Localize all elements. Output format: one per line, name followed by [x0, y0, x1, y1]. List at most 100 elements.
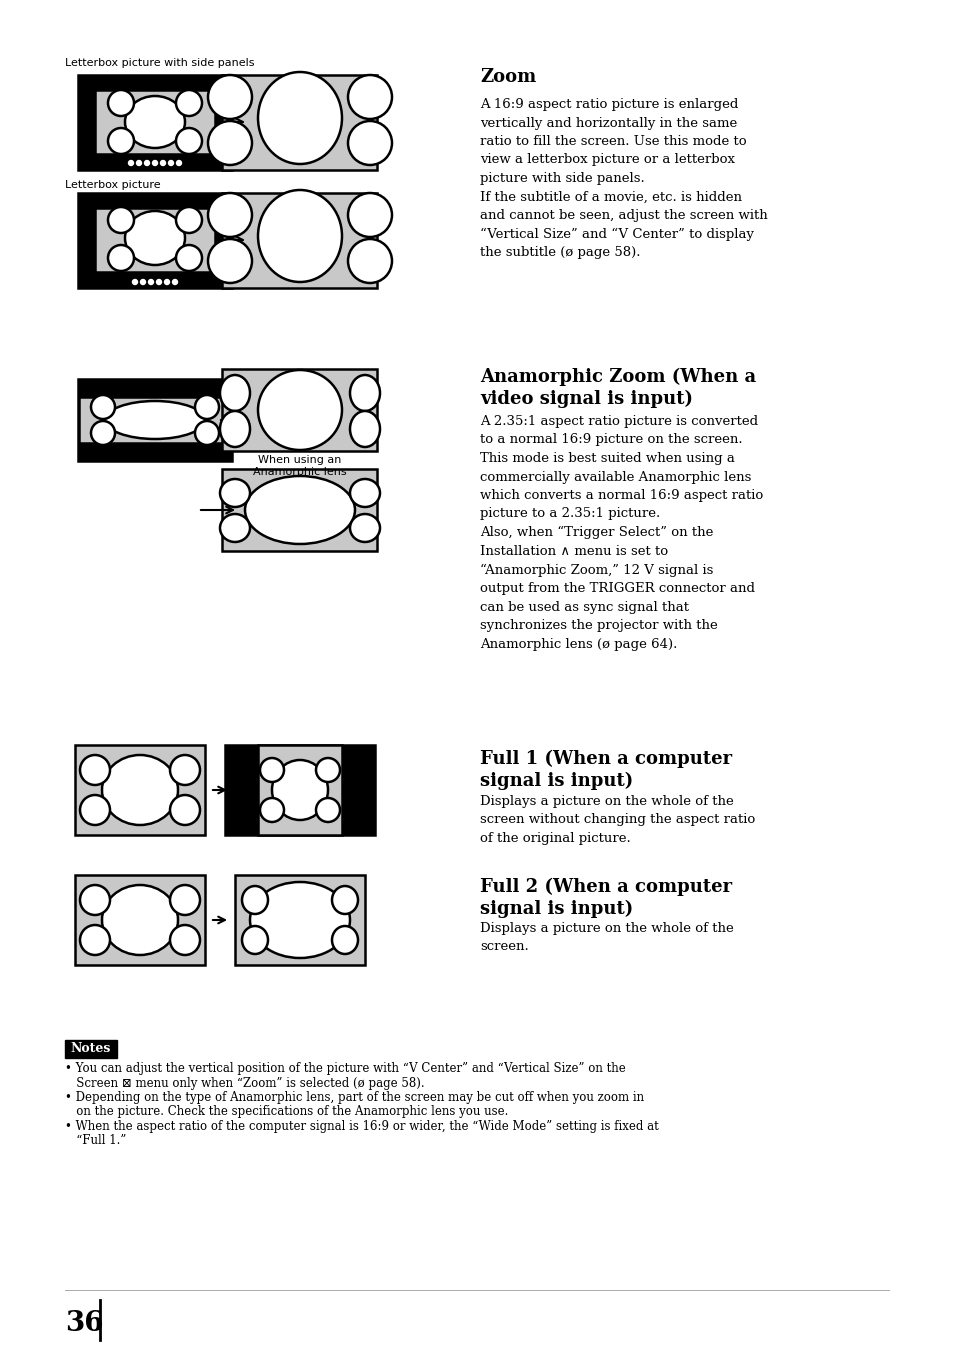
Ellipse shape — [175, 128, 202, 154]
Ellipse shape — [108, 207, 133, 233]
Ellipse shape — [260, 798, 284, 822]
Text: • You can adjust the vertical position of the picture with “V Center” and “Verti: • You can adjust the vertical position o… — [65, 1063, 625, 1075]
Text: Full 2 (When a computer
signal is input): Full 2 (When a computer signal is input) — [479, 877, 731, 918]
Ellipse shape — [170, 886, 200, 915]
Ellipse shape — [315, 758, 339, 781]
Ellipse shape — [208, 239, 252, 283]
Text: Zoom: Zoom — [479, 68, 536, 87]
Ellipse shape — [315, 798, 339, 822]
Circle shape — [172, 280, 177, 284]
Bar — [78, 397, 232, 443]
Ellipse shape — [350, 514, 379, 542]
Ellipse shape — [208, 74, 252, 119]
Ellipse shape — [125, 96, 185, 147]
Bar — [65, 1040, 117, 1059]
Ellipse shape — [102, 754, 178, 825]
Ellipse shape — [80, 795, 110, 825]
Ellipse shape — [91, 420, 115, 445]
Text: Full 1 (When a computer
signal is input): Full 1 (When a computer signal is input) — [479, 750, 731, 790]
Text: “Full 1.”: “Full 1.” — [65, 1134, 126, 1148]
Bar — [77, 192, 233, 288]
Ellipse shape — [80, 754, 110, 786]
Circle shape — [160, 161, 165, 165]
Text: Anamorphic Zoom (When a
video signal is input): Anamorphic Zoom (When a video signal is … — [479, 368, 756, 408]
Ellipse shape — [242, 926, 268, 955]
Circle shape — [132, 280, 137, 284]
Circle shape — [129, 161, 133, 165]
Ellipse shape — [102, 886, 178, 955]
Ellipse shape — [80, 886, 110, 915]
Ellipse shape — [332, 926, 357, 955]
Ellipse shape — [175, 91, 202, 116]
Circle shape — [169, 161, 173, 165]
Ellipse shape — [170, 795, 200, 825]
Ellipse shape — [242, 886, 268, 914]
Ellipse shape — [257, 370, 341, 450]
Text: Displays a picture on the whole of the
screen.: Displays a picture on the whole of the s… — [479, 922, 733, 953]
Ellipse shape — [108, 91, 133, 116]
Ellipse shape — [194, 395, 219, 419]
Bar — [222, 469, 377, 552]
Circle shape — [149, 280, 153, 284]
Ellipse shape — [125, 211, 185, 265]
Bar — [75, 745, 205, 836]
Circle shape — [136, 161, 141, 165]
Ellipse shape — [108, 245, 133, 270]
Ellipse shape — [91, 395, 115, 419]
Bar — [77, 74, 233, 169]
Bar — [94, 208, 215, 272]
Ellipse shape — [220, 479, 250, 507]
Ellipse shape — [350, 411, 379, 448]
Text: Notes: Notes — [71, 1042, 112, 1056]
Bar — [225, 745, 375, 836]
Ellipse shape — [175, 207, 202, 233]
Text: • Depending on the type of Anamorphic lens, part of the screen may be cut off wh: • Depending on the type of Anamorphic le… — [65, 1091, 643, 1105]
Text: When using an: When using an — [258, 456, 341, 465]
Ellipse shape — [348, 74, 392, 119]
Ellipse shape — [170, 754, 200, 786]
Circle shape — [164, 280, 170, 284]
Ellipse shape — [208, 120, 252, 165]
Text: 36: 36 — [65, 1310, 104, 1337]
Ellipse shape — [260, 758, 284, 781]
Circle shape — [144, 161, 150, 165]
Bar — [222, 192, 377, 288]
Circle shape — [152, 161, 157, 165]
Bar — [94, 89, 215, 154]
Bar — [77, 379, 233, 461]
Ellipse shape — [108, 128, 133, 154]
Ellipse shape — [170, 925, 200, 955]
Text: on the picture. Check the specifications of the Anamorphic lens you use.: on the picture. Check the specifications… — [65, 1106, 508, 1118]
Bar — [222, 369, 377, 452]
Bar — [257, 745, 342, 836]
Text: A 16:9 aspect ratio picture is enlarged
vertically and horizontally in the same
: A 16:9 aspect ratio picture is enlarged … — [479, 97, 767, 260]
Text: Screen ⊠ menu only when “Zoom” is selected (ø page 58).: Screen ⊠ menu only when “Zoom” is select… — [65, 1076, 424, 1090]
Ellipse shape — [348, 193, 392, 237]
Ellipse shape — [220, 375, 250, 411]
Ellipse shape — [220, 514, 250, 542]
Text: Letterbox picture: Letterbox picture — [65, 180, 160, 191]
Bar — [222, 74, 377, 169]
Text: Letterbox picture with side panels: Letterbox picture with side panels — [65, 58, 254, 68]
Ellipse shape — [257, 191, 341, 283]
Ellipse shape — [350, 479, 379, 507]
Ellipse shape — [80, 925, 110, 955]
Circle shape — [156, 280, 161, 284]
Ellipse shape — [348, 120, 392, 165]
Circle shape — [176, 161, 181, 165]
Ellipse shape — [220, 411, 250, 448]
Ellipse shape — [350, 375, 379, 411]
Text: • When the aspect ratio of the computer signal is 16:9 or wider, the “Wide Mode”: • When the aspect ratio of the computer … — [65, 1119, 659, 1133]
Ellipse shape — [194, 420, 219, 445]
Ellipse shape — [175, 245, 202, 270]
Ellipse shape — [272, 760, 328, 821]
Ellipse shape — [105, 402, 205, 439]
Ellipse shape — [245, 476, 355, 544]
Text: A 2.35:1 aspect ratio picture is converted
to a normal 16:9 picture on the scree: A 2.35:1 aspect ratio picture is convert… — [479, 415, 762, 650]
Circle shape — [140, 280, 146, 284]
Ellipse shape — [257, 72, 341, 164]
Text: Displays a picture on the whole of the
screen without changing the aspect ratio
: Displays a picture on the whole of the s… — [479, 795, 755, 845]
Ellipse shape — [348, 239, 392, 283]
Ellipse shape — [208, 193, 252, 237]
Ellipse shape — [332, 886, 357, 914]
